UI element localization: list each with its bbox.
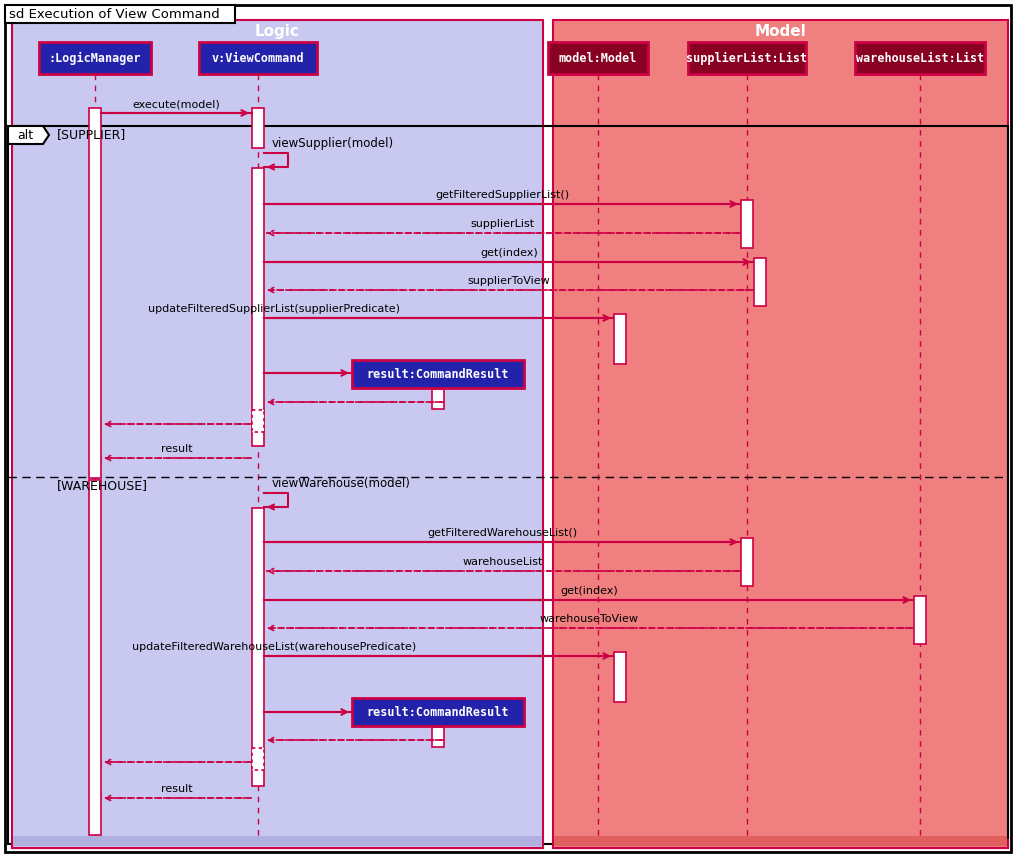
Bar bbox=[741, 538, 753, 586]
Text: Model: Model bbox=[755, 23, 807, 39]
Text: updateFilteredWarehouseList(warehousePredicate): updateFilteredWarehouseList(warehousePre… bbox=[132, 642, 417, 652]
Bar bbox=[614, 652, 626, 702]
Bar bbox=[855, 42, 985, 74]
Bar bbox=[89, 108, 101, 478]
Text: warehouseList: warehouseList bbox=[462, 557, 543, 567]
Bar bbox=[252, 508, 264, 786]
Bar bbox=[688, 42, 806, 74]
Text: [WAREHOUSE]: [WAREHOUSE] bbox=[57, 480, 148, 493]
Text: model:Model: model:Model bbox=[559, 51, 637, 64]
Bar bbox=[554, 836, 1007, 846]
Text: viewWarehouse(model): viewWarehouse(model) bbox=[272, 477, 410, 490]
Bar bbox=[252, 108, 264, 148]
Text: viewSupplier(model): viewSupplier(model) bbox=[272, 137, 394, 150]
Text: updateFilteredSupplierList(supplierPredicate): updateFilteredSupplierList(supplierPredi… bbox=[148, 304, 400, 314]
Bar bbox=[199, 42, 317, 74]
Bar bbox=[432, 389, 444, 409]
Bar bbox=[13, 836, 542, 846]
Text: get(index): get(index) bbox=[481, 248, 537, 258]
Bar bbox=[12, 20, 543, 848]
Bar bbox=[12, 840, 543, 848]
Bar bbox=[553, 840, 1008, 848]
Text: Logic: Logic bbox=[255, 23, 300, 39]
Bar bbox=[553, 840, 1008, 848]
Text: result: result bbox=[161, 784, 192, 794]
Text: :LogicManager: :LogicManager bbox=[49, 51, 141, 64]
Text: sd Execution of View Command: sd Execution of View Command bbox=[9, 8, 219, 21]
Text: supplierToView: supplierToView bbox=[467, 276, 551, 286]
Text: supplierList: supplierList bbox=[470, 219, 534, 229]
Text: supplierList:List: supplierList:List bbox=[687, 51, 808, 64]
Text: [SUPPLIER]: [SUPPLIER] bbox=[57, 129, 126, 141]
Bar bbox=[252, 410, 264, 432]
Bar bbox=[741, 200, 753, 248]
Bar bbox=[614, 314, 626, 364]
Bar bbox=[352, 698, 524, 726]
Bar bbox=[8, 126, 1008, 844]
Text: result:CommandResult: result:CommandResult bbox=[367, 705, 509, 718]
Bar bbox=[432, 727, 444, 747]
Polygon shape bbox=[8, 126, 49, 144]
Text: result:CommandResult: result:CommandResult bbox=[367, 368, 509, 381]
Text: get(index): get(index) bbox=[560, 586, 618, 596]
Text: warehouseList:List: warehouseList:List bbox=[855, 51, 985, 64]
Text: getFilteredWarehouseList(): getFilteredWarehouseList() bbox=[428, 528, 577, 538]
Bar bbox=[252, 168, 264, 446]
Text: execute(model): execute(model) bbox=[133, 99, 220, 109]
Bar bbox=[352, 360, 524, 388]
Bar bbox=[914, 596, 926, 644]
Text: result: result bbox=[161, 444, 192, 454]
Bar bbox=[12, 840, 543, 848]
Bar bbox=[252, 748, 264, 770]
Bar bbox=[754, 258, 766, 306]
Bar bbox=[39, 42, 151, 74]
Bar bbox=[5, 5, 235, 23]
Text: alt: alt bbox=[17, 129, 34, 141]
Bar bbox=[553, 20, 1008, 848]
Bar bbox=[548, 42, 648, 74]
Bar bbox=[89, 480, 101, 835]
Text: getFilteredSupplierList(): getFilteredSupplierList() bbox=[436, 190, 570, 200]
Text: warehouseToView: warehouseToView bbox=[539, 614, 638, 624]
Text: v:ViewCommand: v:ViewCommand bbox=[211, 51, 305, 64]
